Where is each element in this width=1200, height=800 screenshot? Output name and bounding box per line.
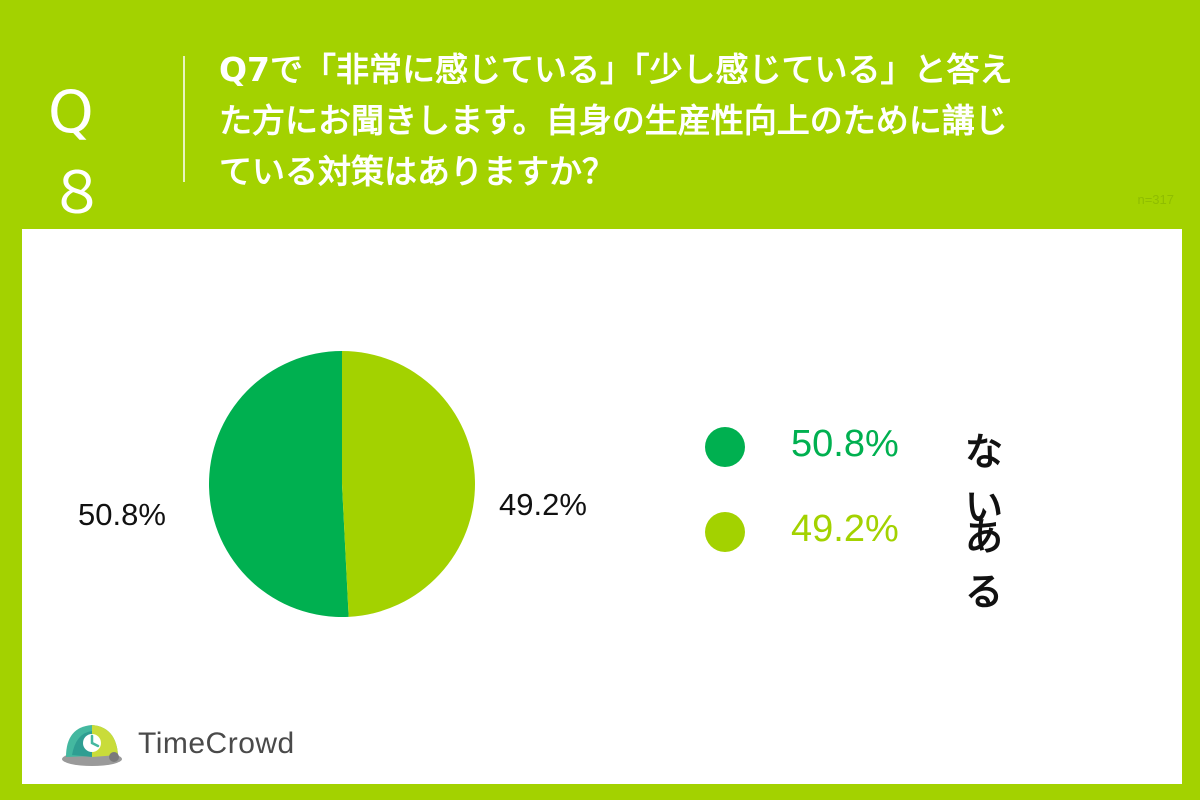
pie-chart xyxy=(208,351,475,617)
chart-card: 50.8% 49.2% 50.8% ない 49.2% ある xyxy=(22,229,1182,784)
pie-slice-aru xyxy=(342,351,475,617)
legend-percent: 50.8% xyxy=(791,423,899,465)
pie-slice-nai xyxy=(208,351,349,617)
timecrowd-logo-icon xyxy=(62,725,122,766)
header-divider xyxy=(183,56,185,182)
question-line: Q7で「非常に感じている」「少し感じている」と答え xyxy=(219,50,1013,89)
legend-label: ない xyxy=(965,430,1004,529)
question-line: た方にお聞きします。自身の生産性向上のために講じ xyxy=(219,101,1008,140)
sample-size: n=317 xyxy=(1137,192,1174,207)
question-number: Q８ xyxy=(48,78,115,227)
question-line: ている対策はありますか？ xyxy=(219,152,615,191)
pie-value-label-nai: 50.8% xyxy=(78,497,166,532)
legend-dot-icon xyxy=(705,427,745,467)
pie-value-label-aru: 49.2% xyxy=(499,487,587,522)
legend-label: ある xyxy=(965,515,1004,614)
question-text: Q7で「非常に感じている」「少し感じている」と答え た方にお聞きします。自身の生… xyxy=(219,44,1179,197)
legend-percent: 49.2% xyxy=(791,508,899,550)
logo-text: TimeCrowd xyxy=(138,727,295,760)
legend-dot-icon xyxy=(705,512,745,552)
timecrowd-logo: TimeCrowd xyxy=(58,719,318,769)
